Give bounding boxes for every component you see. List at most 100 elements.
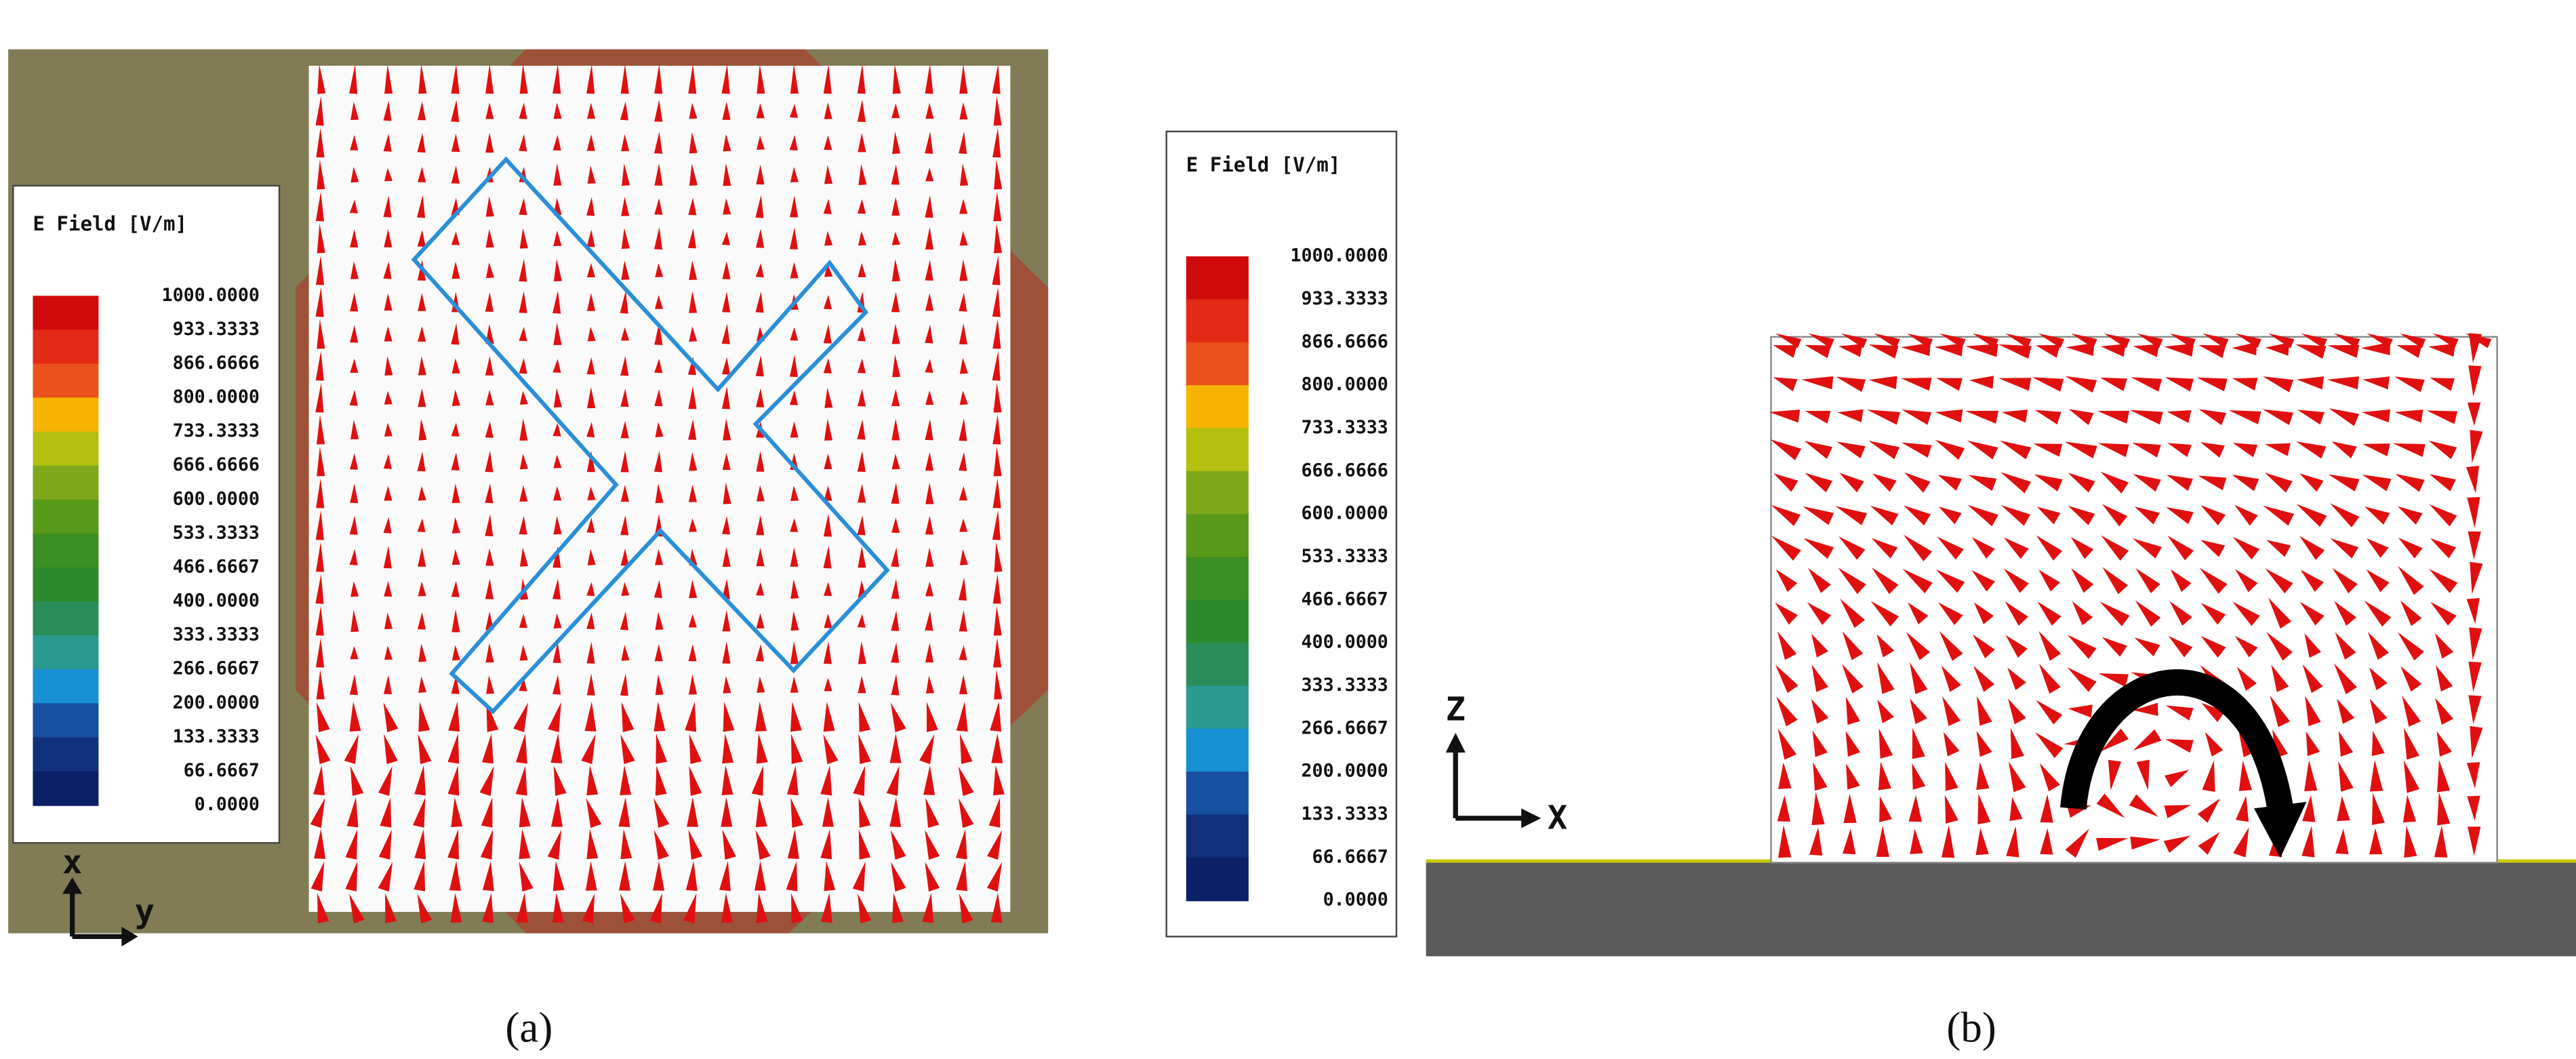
field-arrow <box>2367 632 2390 660</box>
field-arrow <box>620 64 629 94</box>
field-arrow <box>886 765 900 796</box>
field-arrow <box>344 734 359 765</box>
field-arrow <box>955 829 967 860</box>
field-arrow <box>756 734 768 764</box>
field-arrow <box>418 547 426 567</box>
field-arrow <box>314 828 326 859</box>
field-arrow <box>858 546 866 568</box>
field-arrow <box>2467 795 2480 821</box>
field-arrow <box>582 893 595 923</box>
field-arrow <box>891 259 900 282</box>
field-arrow <box>2200 635 2226 658</box>
field-arrow <box>1904 505 1931 526</box>
field-arrow <box>519 326 527 342</box>
field-arrow <box>2467 402 2481 426</box>
field-arrow <box>621 260 630 280</box>
field-arrow <box>315 96 324 126</box>
legend-swatch <box>33 737 99 772</box>
field-arrow <box>2468 531 2481 560</box>
field-arrow <box>417 518 426 532</box>
field-arrow <box>2102 567 2129 595</box>
field-arrow <box>451 231 460 245</box>
field-arrow <box>685 860 698 892</box>
field-arrow <box>2032 377 2064 392</box>
field-arrow <box>2038 631 2061 661</box>
field-arrow <box>789 227 799 249</box>
field-arrow <box>550 797 563 827</box>
field-arrow <box>2166 475 2194 492</box>
field-arrow <box>689 734 702 764</box>
field-arrow <box>1803 506 1834 525</box>
field-arrow <box>2435 698 2454 725</box>
field-arrow <box>2232 536 2260 560</box>
field-arrow <box>2036 700 2063 725</box>
field-arrow <box>925 452 934 471</box>
field-arrow <box>1775 569 1798 593</box>
field-arrow <box>2164 770 2190 788</box>
field-arrow <box>2068 473 2095 493</box>
field-arrow <box>891 292 900 313</box>
field-arrow <box>756 485 765 502</box>
field-arrow <box>2361 409 2391 423</box>
field-arrow <box>2039 763 2060 792</box>
field-arrow <box>688 197 697 216</box>
field-arrow <box>824 418 833 441</box>
field-arrow <box>451 133 460 152</box>
field-arrow <box>519 228 528 249</box>
field-arrow <box>857 64 866 94</box>
field-arrow <box>1998 344 2032 359</box>
field-arrow <box>451 675 460 694</box>
field-arrow <box>485 483 494 504</box>
field-arrow <box>2466 465 2480 494</box>
field-arrow <box>1805 344 1832 359</box>
field-arrow <box>1910 698 1927 725</box>
field-arrow <box>721 231 731 245</box>
field-arrow <box>451 549 460 565</box>
field-arrow <box>721 797 733 827</box>
field-arrow <box>858 199 866 214</box>
field-arrow <box>959 231 968 246</box>
legend-swatch <box>1186 385 1249 429</box>
axis-label: Z <box>1446 690 1466 728</box>
field-arrow <box>451 517 461 534</box>
field-arrow <box>891 547 900 567</box>
field-arrow <box>1840 333 1868 348</box>
field-arrow <box>2133 474 2161 492</box>
field-arrow <box>2132 538 2162 559</box>
legend-swatch <box>1186 342 1249 386</box>
field-arrow <box>757 136 765 150</box>
field-arrow <box>655 263 664 278</box>
field-arrow <box>479 765 494 797</box>
field-arrow <box>550 733 563 763</box>
field-arrow <box>2327 376 2359 390</box>
field-arrow <box>2036 506 2061 525</box>
field-arrow <box>519 391 528 405</box>
field-arrow <box>723 482 731 504</box>
field-arrow <box>992 351 1001 381</box>
field-arrow <box>1972 333 1999 348</box>
field-arrow <box>892 64 901 94</box>
field-arrow <box>621 644 630 661</box>
field-arrow <box>2470 725 2483 759</box>
field-arrow <box>722 641 731 664</box>
field-arrow <box>721 578 730 599</box>
field-arrow <box>2100 728 2129 752</box>
field-arrow <box>2429 504 2457 527</box>
field-arrow <box>350 359 359 374</box>
field-arrow <box>858 675 866 694</box>
field-arrow <box>482 893 494 923</box>
field-arrow <box>1938 602 1963 626</box>
field-arrow <box>790 734 803 764</box>
field-arrow <box>587 293 596 311</box>
field-arrow <box>2271 664 2289 692</box>
field-arrow <box>1778 824 1792 858</box>
field-arrow <box>350 453 359 470</box>
legend-title: E Field [V/m] <box>1186 153 1341 176</box>
field-arrow <box>2300 570 2324 593</box>
field-arrow <box>520 547 529 567</box>
field-arrow <box>2367 538 2389 558</box>
field-arrow <box>722 733 734 764</box>
legend: 1000.0000 933.3333 866.6666 800.0000 733.333… <box>1186 245 1388 911</box>
field-arrow <box>451 358 460 374</box>
